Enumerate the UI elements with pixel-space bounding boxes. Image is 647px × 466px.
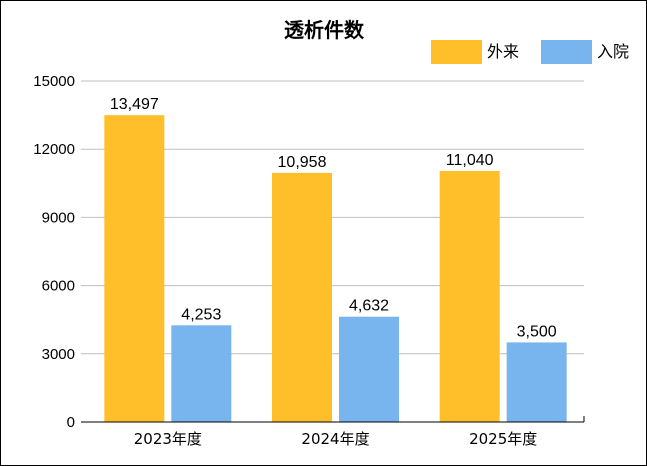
data-label: 13,497 <box>110 96 159 113</box>
axes <box>81 416 585 423</box>
x-tick-label: 2025年度 <box>469 430 537 448</box>
legend-swatch <box>541 40 592 64</box>
bars <box>104 115 567 422</box>
data-label: 3,500 <box>517 323 557 340</box>
x-tick-label: 2024年度 <box>301 430 369 448</box>
legend-label: 外来 <box>487 42 519 61</box>
bar <box>339 316 399 422</box>
data-label: 4,632 <box>349 298 389 315</box>
x-axis-labels: 2023年度 2024年度 2025年度 <box>134 430 538 448</box>
data-labels: 13,497 4,253 10,958 4,632 11,040 3,500 <box>110 96 557 340</box>
bar <box>506 342 567 422</box>
y-tick-label: 15000 <box>33 73 75 90</box>
y-tick-label: 6000 <box>42 278 75 295</box>
gridlines <box>81 80 584 355</box>
bar <box>272 172 332 422</box>
y-tick-label: 0 <box>67 414 75 431</box>
legend-swatch <box>431 40 482 64</box>
legend: 外来 入院 <box>431 40 629 64</box>
y-tick-label: 12000 <box>33 141 75 158</box>
data-label: 4,253 <box>181 306 221 323</box>
chart-title: 透析件数 <box>284 18 365 42</box>
bar <box>171 325 232 422</box>
bar <box>104 115 165 422</box>
legend-label: 入院 <box>597 42 629 61</box>
y-tick-label: 3000 <box>42 346 75 363</box>
x-tick-label: 2023年度 <box>134 430 202 448</box>
bar <box>439 171 500 422</box>
y-axis-ticks: 0 3000 6000 9000 12000 15000 <box>33 73 75 431</box>
data-label: 11,040 <box>446 152 494 169</box>
y-tick-label: 9000 <box>42 209 75 226</box>
data-label: 10,958 <box>278 154 327 171</box>
